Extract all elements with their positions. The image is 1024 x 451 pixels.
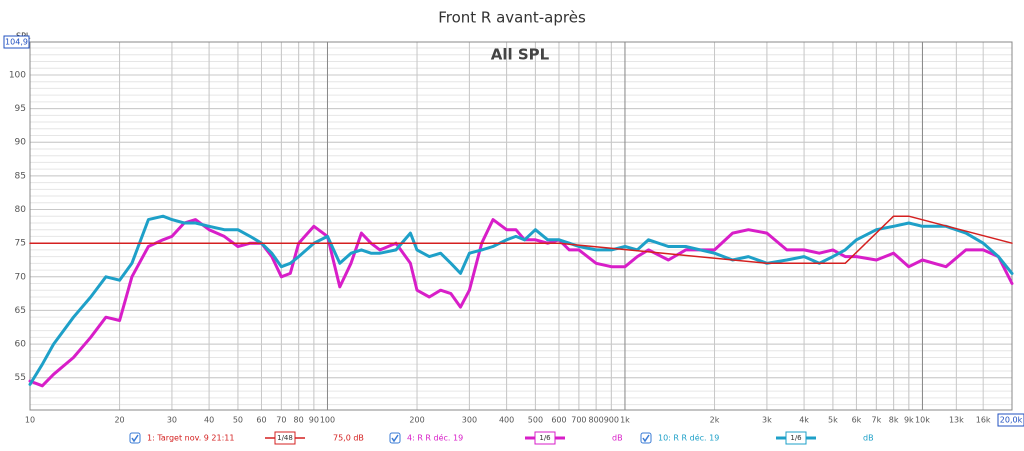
x-tick-label: 80 (294, 416, 304, 425)
x-tick-label: 500 (528, 416, 543, 425)
chart-title: Front R avant-après (438, 9, 586, 27)
x-limit-box (997, 413, 1024, 427)
x-tick-label: 40 (204, 416, 214, 425)
checkmark (391, 434, 399, 443)
x-tick-label: 200 (409, 416, 424, 425)
series-checkbox[interactable] (129, 432, 141, 444)
x-tick-label: 8k (889, 416, 899, 425)
x-tick-label: 7k (872, 416, 882, 425)
plot-frame (29, 41, 1013, 411)
legend-label: 10: R R déc. 19 (658, 433, 719, 443)
x-tick-label: 90 (309, 416, 319, 425)
y-limit-box (3, 35, 30, 49)
x-tick-label: 800 (588, 416, 603, 425)
x-tick-label: 6k (852, 416, 862, 425)
x-tick-label: 4k (799, 416, 809, 425)
offset-label: dB (612, 434, 623, 443)
x-tick-label: 400 (499, 416, 514, 425)
x-tick-label: 300 (462, 416, 477, 425)
x-tick-label: 700 (571, 416, 586, 425)
y-tick-label: 55 (15, 373, 26, 383)
y-tick-label: 90 (15, 138, 27, 148)
series-checkbox[interactable] (389, 432, 401, 444)
y-tick-label: 85 (15, 171, 26, 181)
y-tick-label: 104,9 (5, 38, 28, 47)
x-tick-label: 900 (604, 416, 619, 425)
x-tick-label: 20,0k (1000, 416, 1023, 425)
smoothing-box[interactable] (274, 431, 296, 445)
x-tick-label: 3k (762, 416, 772, 425)
y-tick-label: 65 (15, 306, 26, 316)
x-tick-label: 60 (256, 416, 266, 425)
x-tick-label: 600 (551, 416, 566, 425)
smoothing-label: 1/6 (539, 434, 551, 442)
offset-label: dB (863, 434, 874, 443)
x-tick-label: 16k (976, 416, 991, 425)
y-tick-label: 100 (9, 70, 26, 80)
x-tick-label: 30 (167, 416, 177, 425)
smoothing-box[interactable] (534, 431, 556, 445)
smoothing-label: 1/6 (790, 434, 802, 442)
checkmark (642, 434, 650, 443)
y-tick-label: 95 (15, 104, 26, 114)
y-tick-label: 70 (15, 272, 27, 282)
x-tick-label: 5k (828, 416, 838, 425)
offset-label: 75,0 dB (333, 434, 364, 443)
series-line (29, 215, 1013, 265)
smoothing-box[interactable] (785, 431, 807, 445)
x-tick-label: 20 (114, 416, 124, 425)
smoothing-label: 1/48 (277, 434, 293, 442)
y-tick-label: 75 (15, 239, 26, 249)
legend-label: 1: Target nov. 9 21:11 (147, 434, 234, 443)
x-tick-label: 100 (320, 416, 335, 425)
x-tick-label: 13k (949, 416, 964, 425)
x-tick-label: 10k (915, 416, 930, 425)
x-tick-label: 9k (904, 416, 914, 425)
legend-label: 4: R R déc. 19 (407, 433, 463, 443)
y-tick-label: 80 (15, 205, 27, 215)
x-tick-label: 50 (233, 416, 243, 425)
series-checkbox[interactable] (640, 432, 652, 444)
chart-subtitle: All SPL (491, 46, 550, 64)
y-tick-label: 60 (15, 340, 27, 350)
series-line (28, 218, 1014, 388)
checkmark (131, 434, 139, 443)
x-tick-label: 1k (620, 416, 630, 425)
x-tick-label: 2k (710, 416, 720, 425)
x-tick-label: 10 (25, 416, 35, 425)
x-tick-label: 70 (276, 416, 286, 425)
